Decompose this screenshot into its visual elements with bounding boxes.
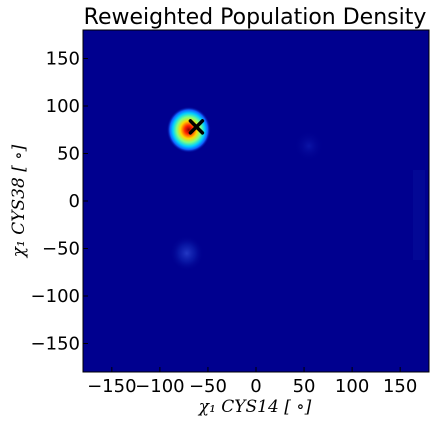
y-tick-label: 50 [57, 144, 80, 165]
y-tick-label: −100 [31, 286, 80, 307]
chart-title: Reweighted Population Density [84, 5, 427, 30]
y-tick-label: −150 [31, 334, 80, 355]
x-tick-label: 150 [383, 376, 417, 397]
x-tick-label: 50 [293, 376, 316, 397]
y-tick-label: −50 [42, 239, 80, 260]
density-peak [166, 106, 211, 153]
x-tick-label: −150 [87, 376, 136, 397]
x-tick-label: 100 [335, 376, 369, 397]
x-tick-label: −100 [135, 376, 184, 397]
y-tick-label: 0 [69, 191, 80, 212]
x-axis: −150−100 −50 0 50 100 150 [87, 367, 417, 397]
x-tick-label: 0 [250, 376, 261, 397]
minimum-marker [188, 119, 205, 135]
y-tick-label: 100 [46, 96, 80, 117]
y-tick-label: 150 [46, 49, 80, 70]
density-edge-streak [413, 170, 425, 260]
density-peak [293, 130, 324, 162]
y-axis: 150 100 50 0 −50 −100 −150 [31, 49, 88, 355]
y-axis-label: χ₁ CYS38 [ ∘] [9, 144, 29, 258]
density-peak [169, 235, 204, 272]
x-tick-label: −50 [189, 376, 227, 397]
x-axis-label: χ₁ CYS14 [ ∘] [198, 397, 312, 417]
heatmap-background [83, 30, 429, 372]
plot-area [82, 29, 430, 373]
